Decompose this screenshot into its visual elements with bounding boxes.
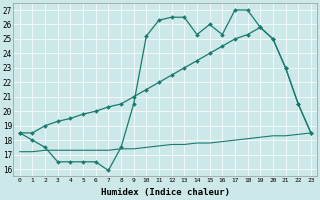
X-axis label: Humidex (Indice chaleur): Humidex (Indice chaleur) [101, 188, 230, 197]
